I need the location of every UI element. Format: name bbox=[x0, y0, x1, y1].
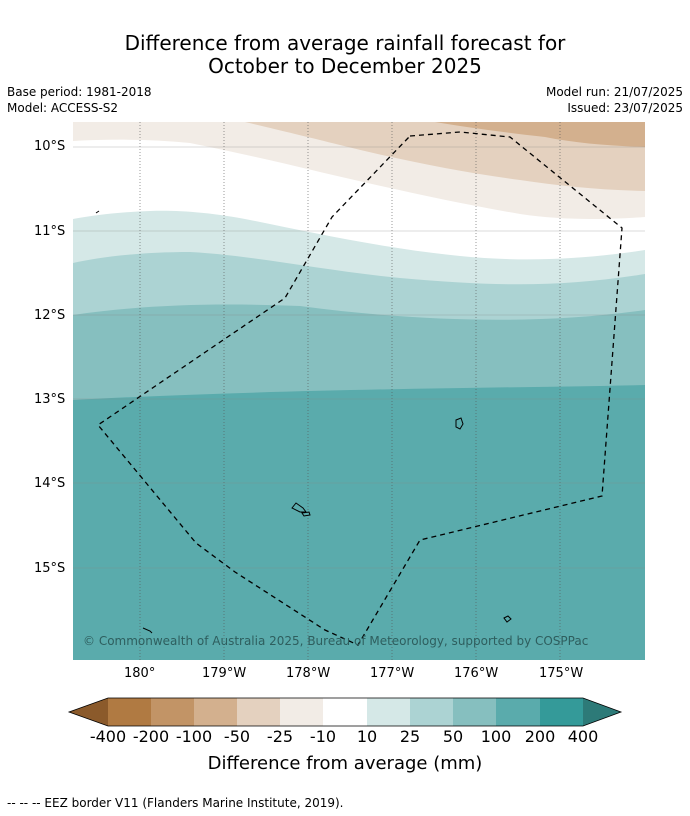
colorbar-segment bbox=[453, 698, 496, 726]
colorbar-tick-label: -50 bbox=[223, 727, 251, 746]
lon-label-175w: 175°W bbox=[539, 666, 584, 681]
colorbar-tick-label: -200 bbox=[132, 727, 170, 746]
colorbar-segment bbox=[410, 698, 453, 726]
colorbar-segment bbox=[108, 698, 151, 726]
colorbar-tick-label: -10 bbox=[309, 727, 337, 746]
lat-label-10s: 10°S bbox=[34, 139, 66, 154]
issued-date-text: Issued: 23/07/2025 bbox=[567, 101, 683, 115]
eez-boundary bbox=[97, 131, 623, 646]
islet-outline-southeast bbox=[503, 615, 512, 623]
colorbar-segment bbox=[237, 698, 280, 726]
colorbar-tick-label: 10 bbox=[356, 727, 378, 746]
colorbar-tick-label: 25 bbox=[399, 727, 421, 746]
lat-label-12s: 12°S bbox=[34, 308, 66, 323]
base-period-text: Base period: 1981-2018 bbox=[7, 85, 152, 99]
colorbar-segment bbox=[367, 698, 410, 726]
map-title-line1: Difference from average rainfall forecas… bbox=[124, 31, 566, 55]
colorbar-title: Difference from average (mm) bbox=[207, 753, 483, 774]
eez-legend-footnote: -- -- -- EEZ border V11 (Flanders Marine… bbox=[7, 796, 344, 810]
colorbar-segment bbox=[194, 698, 237, 726]
band-minus25-minus50 bbox=[245, 122, 645, 191]
lat-label-15s: 15°S bbox=[34, 561, 66, 576]
colorbar-segment bbox=[323, 698, 367, 726]
lat-label-14s: 14°S bbox=[34, 476, 66, 491]
lat-label-11s: 11°S bbox=[34, 224, 66, 239]
lon-label-180: 180° bbox=[124, 666, 156, 681]
latitude-gridlines bbox=[73, 146, 645, 569]
colorbar-tick-label: -25 bbox=[266, 727, 294, 746]
island-outline-central bbox=[291, 502, 307, 513]
islet-outline-northwest bbox=[95, 210, 100, 214]
model-run-text: Model run: 21/07/2025 bbox=[545, 85, 683, 99]
lat-label-13s: 13°S bbox=[34, 392, 66, 407]
colorbar-segment bbox=[540, 698, 583, 726]
colorbar-extend-high bbox=[583, 698, 621, 726]
colorbar-tick-label: 200 bbox=[524, 727, 556, 746]
map-title-line2: October to December 2025 bbox=[208, 54, 482, 78]
lon-label-176w: 176°W bbox=[454, 666, 499, 681]
colorbar-tick-label: 400 bbox=[567, 727, 599, 746]
rainfall-anomaly-map bbox=[73, 122, 645, 660]
lon-label-179w: 179°W bbox=[202, 666, 247, 681]
band-minus50-minus100 bbox=[435, 122, 645, 147]
copyright-text: © Commonwealth of Australia 2025, Bureau… bbox=[83, 634, 589, 648]
colorbar-segment bbox=[151, 698, 194, 726]
colorbar-outline bbox=[67, 697, 623, 727]
colorbar-tick-label: -100 bbox=[175, 727, 213, 746]
model-name-text: Model: ACCESS-S2 bbox=[7, 101, 119, 115]
colorbar-tick-label: 100 bbox=[480, 727, 512, 746]
colorbar-segment bbox=[280, 698, 323, 726]
colorbar-extend-low bbox=[69, 698, 108, 726]
colorbar-tick-label: 50 bbox=[442, 727, 464, 746]
island-outline-east bbox=[455, 417, 464, 430]
lon-label-178w: 178°W bbox=[286, 666, 331, 681]
colorbar-tick-label: -400 bbox=[89, 727, 127, 746]
reef-outline-southwest bbox=[142, 627, 153, 634]
colorbar bbox=[67, 697, 623, 727]
islet-outline-central bbox=[301, 511, 311, 517]
colorbar-segment bbox=[496, 698, 540, 726]
lon-label-177w: 177°W bbox=[370, 666, 415, 681]
